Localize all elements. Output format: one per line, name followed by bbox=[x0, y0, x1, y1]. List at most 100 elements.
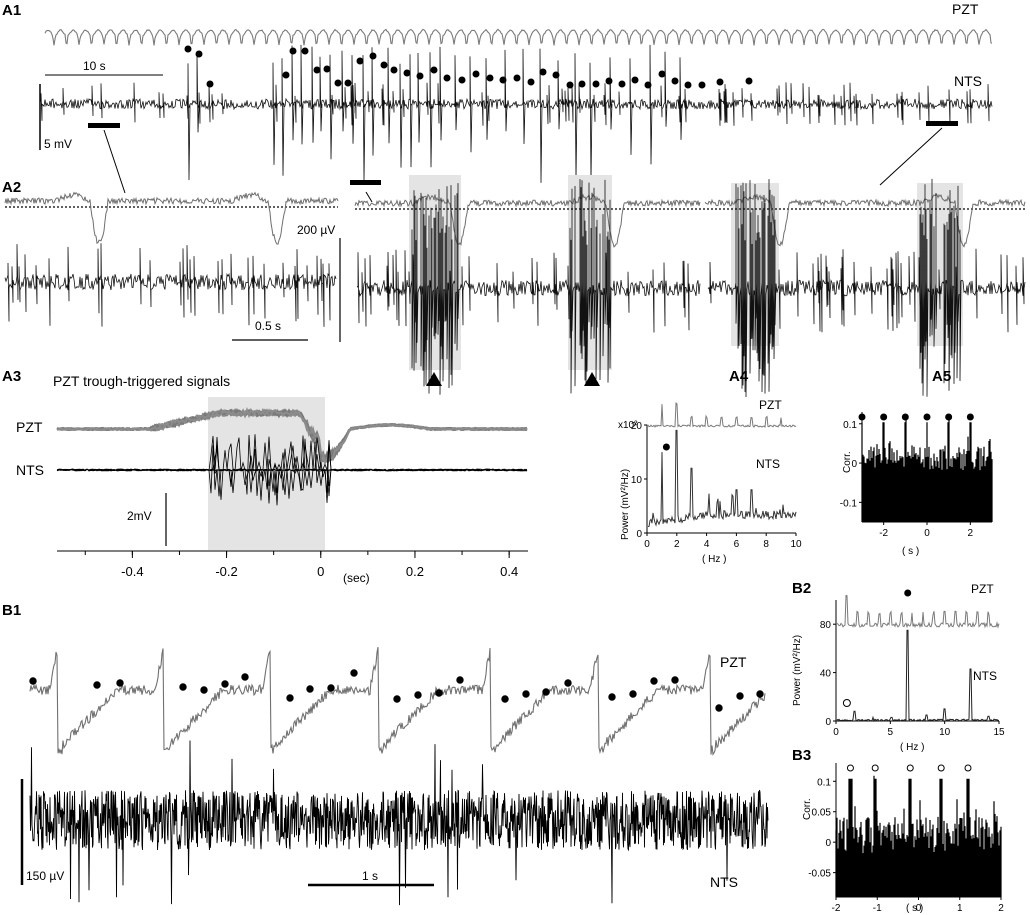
a1-burst-dot-29 bbox=[592, 80, 600, 88]
b1-peak-dot-6 bbox=[221, 680, 229, 688]
b2-x-tick-label-2: 5 bbox=[888, 727, 894, 738]
a1-burst-dot-34 bbox=[658, 70, 666, 78]
a1-burst-dot-3 bbox=[206, 80, 214, 88]
a1-burst-dot-10 bbox=[344, 79, 352, 87]
a4-spectrum-chart: 0 2 4 6 8 10 0 10 20 bbox=[631, 402, 802, 550]
a5-y-label: Corr. bbox=[842, 451, 853, 473]
a1-pzt-label: PZT bbox=[952, 1, 979, 17]
a1-pzt-trace bbox=[44, 28, 993, 46]
a2-time-scale-label: 0.5 s bbox=[255, 319, 281, 333]
a1-burst-dot-14 bbox=[390, 66, 398, 74]
b2-x-tick-label-4: 15 bbox=[993, 727, 1005, 738]
b2-nts-peak-marker bbox=[842, 699, 851, 707]
a1-burst-dot-2 bbox=[195, 50, 203, 58]
a5-peak-marker-5 bbox=[945, 413, 953, 421]
b3-x-tick-label-1: -2 bbox=[832, 903, 841, 914]
panel-label-a4: A4 bbox=[729, 368, 749, 385]
a3-x-axis: -0.4 -0.2 0 0.2 0.4 bbox=[57, 550, 528, 579]
a5-y-tick-label-1: 0.1 bbox=[843, 420, 857, 431]
a1-burst-dot-4 bbox=[282, 71, 290, 79]
a5-peak-marker-4 bbox=[923, 413, 931, 421]
a4-y-exponent: x10² bbox=[618, 420, 638, 431]
panel-label-a1: A1 bbox=[2, 2, 21, 19]
b1-peak-dot-18 bbox=[542, 688, 550, 696]
b3-y-tick-label-2: 0.05 bbox=[812, 808, 832, 819]
a2-pzt-trace-3 bbox=[704, 193, 1026, 248]
a4-x-tick-label-6: 10 bbox=[790, 539, 802, 550]
a1-burst-dot-30 bbox=[605, 77, 613, 85]
b2-y-tick-label-3: 80 bbox=[820, 620, 832, 631]
a1-burst-dot-18 bbox=[443, 74, 451, 82]
b2-pzt-label: PZT bbox=[971, 582, 994, 596]
a5-x-tick-label-2: 0 bbox=[924, 528, 930, 539]
b2-y-tick-label-2: 40 bbox=[820, 669, 832, 680]
a3-volt-scale-label: 2mV bbox=[127, 509, 152, 523]
b1-peak-dot-17 bbox=[522, 690, 530, 698]
b2-pzt-peak-marker bbox=[904, 589, 912, 597]
a1-burst-dot-22 bbox=[499, 76, 507, 84]
a2-nts-trace-2 bbox=[356, 179, 701, 395]
a1-burst-dot-35 bbox=[671, 77, 679, 85]
a1-burst-dot-12 bbox=[369, 52, 377, 60]
b3-peak-marker-2 bbox=[871, 764, 879, 772]
b3-x-tick-label-3: 0 bbox=[916, 903, 922, 914]
b1-peak-dot-26 bbox=[756, 690, 764, 698]
b2-pzt-spectrum bbox=[835, 594, 1000, 629]
b1-peak-dot-16 bbox=[501, 695, 509, 703]
b2-x-tick-label-1: 0 bbox=[833, 727, 839, 738]
a1-zoom-bar-right bbox=[926, 121, 958, 126]
b2-y-label: Power (mV²/Hz) bbox=[792, 635, 803, 706]
a3-x-tick-label-3: 0 bbox=[317, 564, 324, 579]
a2-event-marker-1 bbox=[426, 372, 442, 386]
a1-burst-dot-20 bbox=[472, 70, 480, 78]
a4-pzt-label: PZT bbox=[759, 398, 782, 412]
a1-burst-dot-21 bbox=[486, 74, 494, 82]
a1-burst-dot-31 bbox=[618, 80, 626, 88]
a1-nts-label: NTS bbox=[954, 73, 982, 89]
a3-pzt-overlay bbox=[56, 407, 528, 466]
a3-nts-overlay bbox=[56, 434, 528, 506]
a1-zoom-line-middle bbox=[365, 191, 373, 203]
b3-y-tick-label-4: -0.05 bbox=[808, 869, 831, 880]
b1-peak-dot-12 bbox=[393, 695, 401, 703]
a1-burst-dot-27 bbox=[566, 81, 574, 89]
a4-x-tick-label-4: 6 bbox=[734, 539, 740, 550]
a2-nts-trace-3 bbox=[707, 178, 1026, 398]
a1-burst-markers bbox=[184, 45, 753, 89]
b1-peak-dot-25 bbox=[736, 692, 744, 700]
a5-x-tick-label-3: 2 bbox=[968, 528, 974, 539]
b1-peak-markers bbox=[29, 669, 764, 712]
a1-burst-dot-13 bbox=[380, 61, 388, 69]
panel-label-a2: A2 bbox=[2, 179, 21, 196]
a1-burst-dot-19 bbox=[458, 76, 466, 84]
b3-y-label: Corr. bbox=[802, 798, 813, 820]
a1-burst-dot-37 bbox=[698, 81, 706, 89]
b1-peak-dot-21 bbox=[629, 690, 637, 698]
b3-x-tick-label-2: -1 bbox=[873, 903, 882, 914]
b2-spectrum-chart: 0 5 10 15 0 40 80 bbox=[820, 589, 1005, 738]
b1-peak-dot-2 bbox=[93, 681, 101, 689]
a2-pzt-trace-1 bbox=[4, 191, 339, 245]
b1-nts-trace bbox=[29, 740, 769, 906]
a1-burst-dot-36 bbox=[684, 81, 692, 89]
a4-y-tick-label-3: 20 bbox=[631, 421, 643, 432]
b1-peak-dot-3 bbox=[116, 679, 124, 687]
a4-y-tick-label-2: 10 bbox=[631, 475, 643, 486]
b1-peak-dot-7 bbox=[241, 673, 249, 681]
b3-peak-marker-4 bbox=[937, 764, 945, 772]
a1-volt-scale-label: 5 mV bbox=[44, 137, 72, 151]
a4-nts-spectrum bbox=[647, 429, 797, 527]
panel-label-b1: B1 bbox=[2, 602, 21, 619]
b1-peak-dot-1 bbox=[29, 677, 37, 685]
a1-burst-dot-9 bbox=[334, 79, 342, 87]
a1-zoom-line-right bbox=[879, 127, 943, 186]
a3-x-tick-label-5: 0.4 bbox=[500, 564, 518, 579]
a1-burst-dot-6 bbox=[301, 47, 309, 55]
panel-label-b3: B3 bbox=[792, 747, 811, 764]
a1-zoom-bar-left bbox=[88, 123, 120, 128]
b1-peak-dot-15 bbox=[456, 676, 464, 684]
a2-volt-scale-label: 200 µV bbox=[297, 223, 335, 237]
b3-x-tick-label-4: 1 bbox=[957, 903, 963, 914]
a4-x-tick-label-5: 8 bbox=[763, 539, 769, 550]
